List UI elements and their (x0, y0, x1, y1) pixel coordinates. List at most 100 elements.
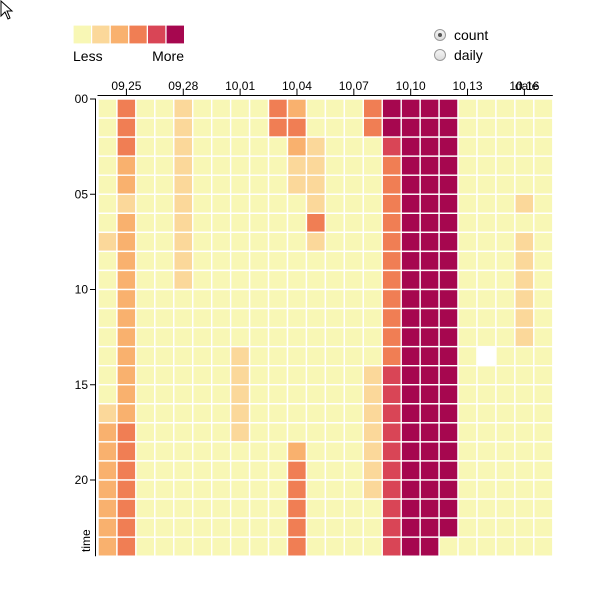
heatmap-cell[interactable] (97, 345, 118, 367)
heatmap-cell[interactable] (229, 403, 251, 424)
heatmap-cell[interactable] (343, 155, 365, 176)
heatmap-cell[interactable] (324, 117, 346, 138)
heatmap-cell[interactable] (438, 365, 459, 386)
heatmap-cell[interactable] (381, 422, 402, 443)
heatmap-cell[interactable] (324, 174, 346, 195)
heatmap-cell[interactable] (438, 384, 459, 405)
heatmap-cell[interactable] (381, 460, 402, 481)
heatmap-cell[interactable] (210, 155, 232, 176)
heatmap-cell[interactable] (97, 479, 118, 500)
heatmap-cell[interactable] (135, 441, 156, 462)
heatmap-cell[interactable] (154, 422, 175, 443)
heatmap-cell[interactable] (514, 212, 535, 234)
heatmap-cell[interactable] (192, 288, 213, 310)
heatmap-cell[interactable] (324, 155, 346, 176)
heatmap-cell[interactable] (476, 250, 497, 272)
heatmap-cell[interactable] (192, 403, 213, 424)
heatmap-cell[interactable] (533, 460, 554, 481)
heatmap-cell[interactable] (419, 460, 440, 481)
heatmap-cell[interactable] (173, 155, 194, 176)
heatmap-cell[interactable] (362, 536, 383, 557)
heatmap-cell[interactable] (305, 498, 327, 519)
heatmap-cell[interactable] (116, 98, 137, 119)
heatmap-cell[interactable] (438, 98, 459, 119)
heatmap-cell[interactable] (305, 155, 327, 176)
heatmap-cell[interactable] (173, 536, 194, 557)
heatmap-cell[interactable] (400, 307, 421, 329)
heatmap-cell[interactable] (495, 326, 516, 348)
heatmap-cell[interactable] (457, 536, 478, 557)
heatmap-cell[interactable] (533, 536, 554, 557)
heatmap-cell[interactable] (324, 345, 346, 367)
heatmap-cell[interactable] (438, 536, 459, 557)
heatmap-cell[interactable] (419, 517, 440, 538)
heatmap-cell[interactable] (400, 498, 421, 519)
heatmap-cell[interactable] (381, 193, 402, 214)
heatmap-cell[interactable] (381, 136, 402, 157)
heatmap-cell[interactable] (533, 117, 554, 138)
heatmap-cell[interactable] (229, 498, 251, 519)
heatmap-cell[interactable] (476, 174, 497, 195)
heatmap-cell[interactable] (457, 98, 478, 119)
heatmap-cell[interactable] (286, 345, 308, 367)
heatmap-cell[interactable] (248, 536, 270, 557)
heatmap-cell[interactable] (192, 155, 213, 176)
heatmap-cell[interactable] (248, 498, 270, 519)
heatmap-cell[interactable] (419, 479, 440, 500)
heatmap-cell[interactable] (154, 460, 175, 481)
heatmap-cell[interactable] (343, 231, 365, 253)
heatmap-cell[interactable] (533, 517, 554, 538)
heatmap-cell[interactable] (305, 517, 327, 538)
heatmap-cell[interactable] (116, 117, 137, 138)
heatmap-cell[interactable] (286, 498, 308, 519)
heatmap-cell[interactable] (495, 498, 516, 519)
heatmap-cell[interactable] (173, 307, 194, 329)
heatmap-cell[interactable] (381, 231, 402, 253)
heatmap-cell[interactable] (305, 441, 327, 462)
heatmap-cell[interactable] (343, 250, 365, 272)
heatmap-cell[interactable] (457, 136, 478, 157)
heatmap-cell[interactable] (381, 441, 402, 462)
heatmap-cell[interactable] (154, 155, 175, 176)
heatmap-cell[interactable] (400, 136, 421, 157)
heatmap-cell[interactable] (419, 174, 440, 195)
heatmap-cell[interactable] (381, 98, 402, 119)
heatmap-cell[interactable] (514, 288, 535, 310)
heatmap-cell[interactable] (154, 250, 175, 272)
heatmap-cell[interactable] (135, 326, 156, 348)
heatmap-cell[interactable] (173, 136, 194, 157)
heatmap-cell[interactable] (210, 136, 232, 157)
heatmap-cell[interactable] (419, 498, 440, 519)
heatmap-cell[interactable] (381, 384, 402, 405)
heatmap-cell[interactable] (381, 517, 402, 538)
heatmap-cell[interactable] (154, 307, 175, 329)
heatmap-cell[interactable] (248, 117, 270, 138)
heatmap-cell[interactable] (419, 365, 440, 386)
heatmap-cell[interactable] (173, 174, 194, 195)
heatmap-cell[interactable] (381, 365, 402, 386)
heatmap-cell[interactable] (229, 231, 251, 253)
heatmap-cell[interactable] (154, 231, 175, 253)
heatmap-cell[interactable] (173, 250, 194, 272)
heatmap-cell[interactable] (154, 384, 175, 405)
heatmap-cell[interactable] (343, 117, 365, 138)
heatmap-cell[interactable] (476, 98, 497, 119)
heatmap-cell[interactable] (135, 384, 156, 405)
heatmap-cell[interactable] (248, 345, 270, 367)
heatmap-cell[interactable] (305, 384, 327, 405)
heatmap-cell[interactable] (305, 365, 327, 386)
heatmap-cell[interactable] (286, 365, 308, 386)
heatmap-cell[interactable] (229, 517, 251, 538)
heatmap-cell[interactable] (154, 345, 175, 367)
heatmap-cell[interactable] (400, 155, 421, 176)
heatmap-cell[interactable] (419, 384, 440, 405)
heatmap-cell[interactable] (286, 479, 308, 500)
heatmap-cell[interactable] (305, 307, 327, 329)
heatmap-cell[interactable] (476, 384, 497, 405)
heatmap-cell[interactable] (173, 498, 194, 519)
heatmap-cell[interactable] (381, 307, 402, 329)
heatmap-cell[interactable] (362, 326, 383, 348)
heatmap-cell[interactable] (154, 441, 175, 462)
heatmap-cell[interactable] (362, 269, 383, 291)
heatmap-cell[interactable] (476, 307, 497, 329)
